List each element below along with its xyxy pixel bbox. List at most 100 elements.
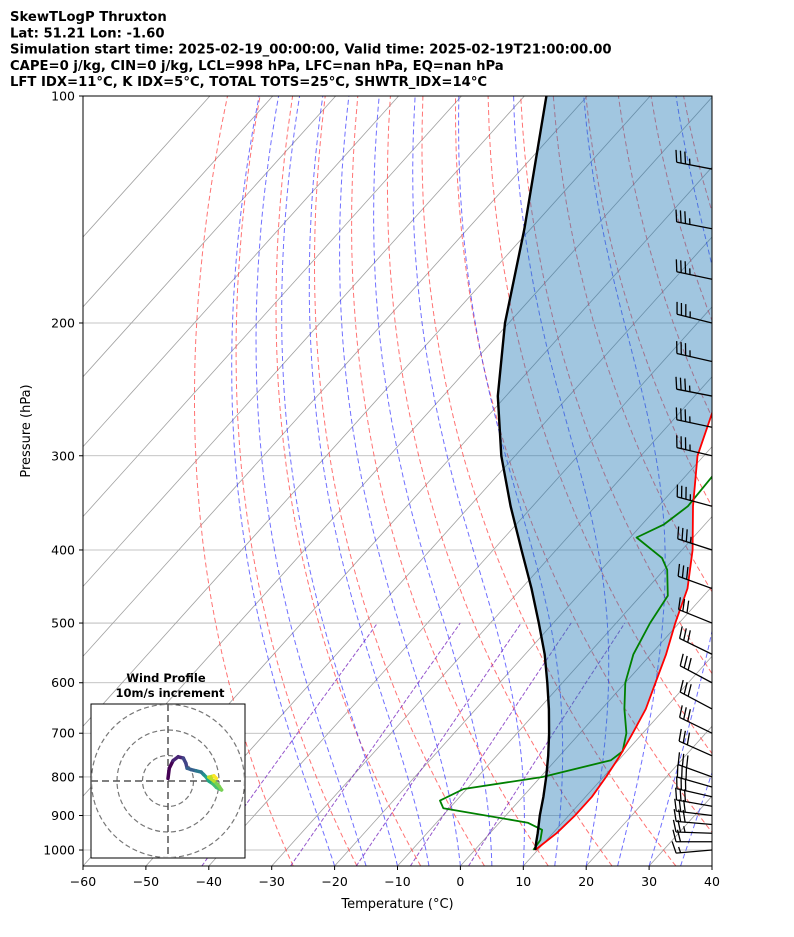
dry-adiabat [716, 96, 794, 866]
y-tick-label: 1000 [43, 843, 75, 858]
dry-adiabat [455, 96, 712, 833]
wind-barb-100 [708, 96, 712, 97]
isotherm--110 [83, 96, 462, 518]
dry-adiabat [781, 96, 794, 866]
temperature-profile-line [534, 410, 712, 851]
wind-barb-600 [679, 653, 712, 684]
header-line-2: Simulation start time: 2025-02-19_00:00:… [10, 43, 612, 58]
axes-labels: −60 −50 −40 −30 −20 −10 0 10 20 30 40 1000 900 800 700… [19, 89, 720, 913]
y-tick-label: 600 [51, 675, 75, 690]
wind-barb-150 [675, 209, 712, 230]
wind-barb-1000 [671, 841, 712, 854]
wind-barb-825 [676, 764, 712, 788]
moist-adiabat [339, 96, 461, 866]
wind-barb-250 [675, 376, 712, 397]
x-tick-label: 30 [641, 874, 657, 889]
isotherm-10 [523, 655, 712, 866]
moist-adiabat [648, 96, 712, 866]
profile-lines [439, 96, 712, 851]
hodograph-segment [212, 774, 219, 781]
hodograph-ring [91, 704, 245, 858]
moist-adiabat [255, 96, 367, 866]
mixing-ratio-line [409, 622, 572, 866]
wind-barb-850 [676, 776, 712, 798]
header-line-4: LFT IDX=11°C, K IDX=5°C, TOTAL TOTS=25°C… [10, 75, 487, 90]
parcel-profile-line [496, 96, 551, 851]
isotherm--90 [83, 96, 588, 657]
moist-adiabat [711, 864, 712, 866]
reference-lines [194, 96, 794, 866]
wind-barb-175 [675, 259, 712, 280]
mixing-ratio-line [355, 622, 522, 866]
isotherm--50 [145, 236, 712, 866]
wind-barb-350 [676, 484, 712, 507]
hodograph-title: Wind Profile [126, 671, 206, 685]
dry-adiabat [313, 96, 485, 866]
wind-barb-125 [675, 149, 712, 170]
y-tick-label: 700 [51, 726, 75, 741]
header-line-1: Lat: 51.21 Lon: -1.60 [10, 26, 165, 41]
x-axis-label: Temperature (°C) [340, 897, 453, 912]
moist-adiabat [231, 96, 336, 866]
y-tick-label: 500 [51, 616, 75, 631]
wind-barb-400 [677, 526, 712, 551]
dry-adiabat [275, 96, 422, 866]
isotherm--130 [83, 96, 336, 378]
isotherm--20 [334, 446, 712, 866]
mixing-ratio-line [468, 622, 626, 866]
x-tick-label: −60 [70, 874, 96, 889]
isotherm--120 [83, 96, 399, 448]
dewpoint-profile-line [439, 475, 712, 851]
hodograph-subtitle: 10m/s increment [116, 686, 225, 700]
moist-adiabat [513, 96, 610, 866]
y-axis-label: Pressure (hPa) [19, 384, 34, 477]
cape-cin-fill [497, 96, 712, 850]
isotherm--80 [83, 96, 651, 727]
y-tick-label: 800 [51, 769, 75, 784]
x-tick-label: 40 [704, 874, 720, 889]
x-tick-label: 20 [578, 874, 594, 889]
y-tick-label: 100 [51, 89, 75, 104]
header-line-0: SkewTLogP Thruxton [10, 10, 167, 25]
isotherm-0 [460, 585, 712, 866]
y-tick-label: 200 [51, 315, 75, 330]
moist-adiabat [308, 96, 430, 866]
x-tick-label: −20 [321, 874, 347, 889]
wind-barb-650 [679, 679, 712, 710]
dry-adiabat [235, 96, 358, 866]
isotherm-20 [585, 725, 712, 866]
plot-area [83, 96, 794, 866]
x-tick-label: −40 [196, 874, 222, 889]
moist-adiabat [281, 96, 398, 866]
isotherm--140 [83, 96, 274, 308]
moist-adiabat [458, 96, 564, 866]
x-tick-label: 10 [515, 874, 531, 889]
x-tick-label: −10 [384, 874, 410, 889]
isotherm--30 [271, 376, 712, 866]
wind-barbs [671, 96, 712, 854]
wind-barb-875 [675, 787, 712, 807]
dry-adiabat [194, 96, 294, 866]
x-tick-label: 0 [456, 874, 464, 889]
isotherm--150 [83, 96, 211, 238]
x-tick-label: −30 [259, 874, 285, 889]
wind-barb-700 [679, 705, 712, 734]
y-tick-label: 900 [51, 808, 75, 823]
wind-barb-750 [678, 728, 712, 757]
dry-adiabat [351, 96, 549, 866]
wind-barb-800 [677, 752, 712, 778]
x-tick-label: −50 [133, 874, 159, 889]
moist-adiabat [583, 96, 666, 866]
dry-adiabat [421, 96, 677, 866]
wind-barb-450 [677, 563, 712, 590]
dry-adiabat [386, 96, 613, 866]
header-line-3: CAPE=0 j/kg, CIN=0 j/kg, LCL=998 hPa, LF… [10, 59, 504, 74]
wind-barb-300 [676, 435, 712, 457]
isotherm-50 [775, 96, 794, 866]
y-tick-label: 400 [51, 542, 75, 557]
dry-adiabat [749, 96, 794, 866]
wind-barb-200 [676, 301, 712, 324]
